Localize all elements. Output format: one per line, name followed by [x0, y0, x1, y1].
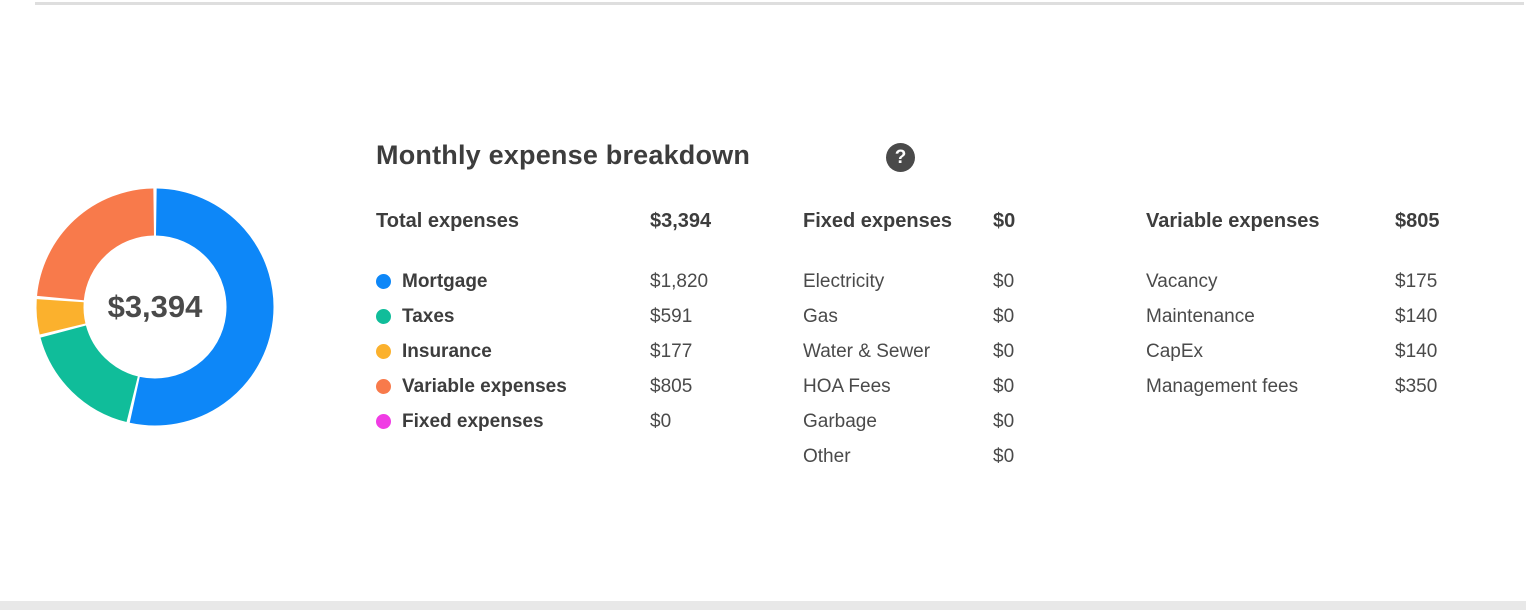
legend-dot	[376, 344, 391, 359]
row-label: HOA Fees	[803, 375, 891, 397]
row-label: Water & Sewer	[803, 340, 931, 362]
row-label: Insurance	[376, 341, 650, 363]
row-value: $175	[1395, 270, 1438, 292]
row-value: $0	[993, 305, 1015, 327]
donut-chart: $3,394	[35, 187, 275, 427]
row-label: Gas	[803, 305, 838, 327]
expense-row: Insurance $177	[376, 334, 736, 369]
row-label: Maintenance	[1146, 305, 1255, 327]
expense-row: Water & Sewer $0	[803, 334, 1083, 369]
row-label: Other	[803, 445, 851, 467]
expense-row: Mortgage $1,820	[376, 264, 736, 299]
page-title: Monthly expense breakdown	[376, 140, 751, 170]
column-header-label: Total expenses	[376, 210, 520, 232]
row-value: $805	[650, 375, 693, 397]
expense-row: Electricity $0	[803, 264, 1083, 299]
row-value: $177	[650, 340, 693, 362]
row-label: Vacancy	[1146, 270, 1218, 292]
donut-segment-insurance[interactable]	[36, 299, 86, 335]
row-label: Electricity	[803, 270, 885, 292]
row-value: $0	[993, 375, 1015, 397]
row-value: $0	[993, 445, 1015, 467]
row-value: $0	[650, 410, 672, 432]
expense-row: CapEx $140	[1146, 334, 1466, 369]
legend-dot	[376, 309, 391, 324]
expense-row: Gas $0	[803, 299, 1083, 334]
expense-row: Management fees $350	[1146, 369, 1466, 404]
legend-dot	[376, 414, 391, 429]
top-divider	[35, 2, 1524, 5]
donut-segment-taxes[interactable]	[40, 324, 139, 423]
row-value: $0	[993, 270, 1015, 292]
help-icon[interactable]: ?	[886, 143, 915, 172]
row-label: Variable expenses	[376, 376, 650, 398]
row-value: $140	[1395, 340, 1438, 362]
expense-row: Vacancy $175	[1146, 264, 1466, 299]
row-label: Garbage	[803, 410, 877, 432]
row-label: CapEx	[1146, 340, 1204, 362]
row-label: Management fees	[1146, 375, 1299, 397]
column-variable-expenses: Variable expenses $805 Vacancy $175 Mainte…	[1146, 204, 1466, 404]
row-value: $591	[650, 305, 693, 327]
expense-row: Taxes $591	[376, 299, 736, 334]
column-header: Variable expenses $805	[1146, 204, 1466, 239]
column-header-value: $0	[993, 210, 1016, 232]
bottom-divider	[0, 601, 1526, 610]
row-value: $1,820	[650, 270, 709, 292]
row-label: Taxes	[376, 306, 650, 328]
donut-segment-variable-expenses[interactable]	[37, 188, 155, 302]
column-total-expenses: Total expenses $3,394 Mortgage $1,820 Taxe…	[376, 204, 736, 439]
donut-segment-mortgage[interactable]	[129, 188, 274, 426]
row-label: Fixed expenses	[376, 411, 650, 433]
column-header-label: Fixed expenses	[803, 210, 952, 232]
column-header: Fixed expenses $0	[803, 204, 1083, 239]
row-label: Mortgage	[376, 271, 650, 293]
column-header-label: Variable expenses	[1146, 210, 1320, 232]
expense-row: HOA Fees $0	[803, 369, 1083, 404]
column-header: Total expenses $3,394	[376, 204, 736, 239]
expense-row: Variable expenses $805	[376, 369, 736, 404]
row-value: $140	[1395, 305, 1438, 327]
expense-row: Maintenance $140	[1146, 299, 1466, 334]
expense-row: Fixed expenses $0	[376, 404, 736, 439]
legend-dot	[376, 379, 391, 394]
legend-dot	[376, 274, 391, 289]
expense-row: Other $0	[803, 439, 1083, 474]
donut-chart-svg	[36, 188, 274, 426]
column-header-value: $805	[1395, 210, 1440, 232]
expense-row: Garbage $0	[803, 404, 1083, 439]
column-header-value: $3,394	[650, 210, 712, 232]
row-value: $0	[993, 410, 1015, 432]
row-value: $0	[993, 340, 1015, 362]
row-value: $350	[1395, 375, 1438, 397]
column-fixed-expenses: Fixed expenses $0 Electricity $0 Gas $0 Wate…	[803, 204, 1083, 474]
